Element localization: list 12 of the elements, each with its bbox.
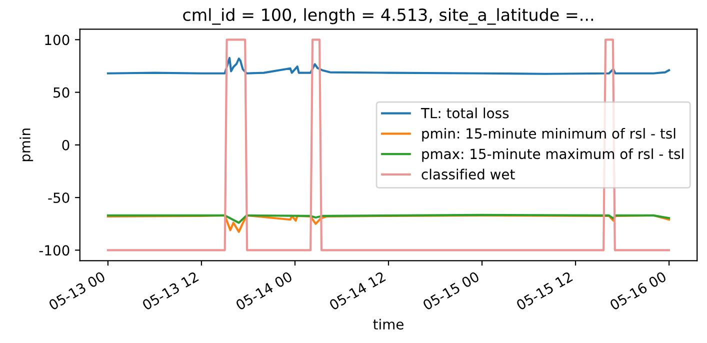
legend-label: pmin: 15-minute minimum of rsl - tsl [422,128,676,142]
chart-title: cml_id = 100, length = 4.513, site_a_latitude =... [183,8,594,25]
legend-label: classified wet [422,168,515,180]
y-tick-label: -50 [48,192,70,204]
y-axis-title: pmin [20,128,34,162]
y-tick-label: 0 [62,140,70,150]
legend-label: TL: total loss [420,108,509,118]
y-tick-label: -100 [39,245,70,256]
x-axis-title: time [373,318,404,330]
y-tick-label: 50 [54,87,70,98]
y-tick-label: 100 [45,34,70,46]
legend-label: pmax: 15-minute maximum of rsl - tsl [422,148,684,162]
